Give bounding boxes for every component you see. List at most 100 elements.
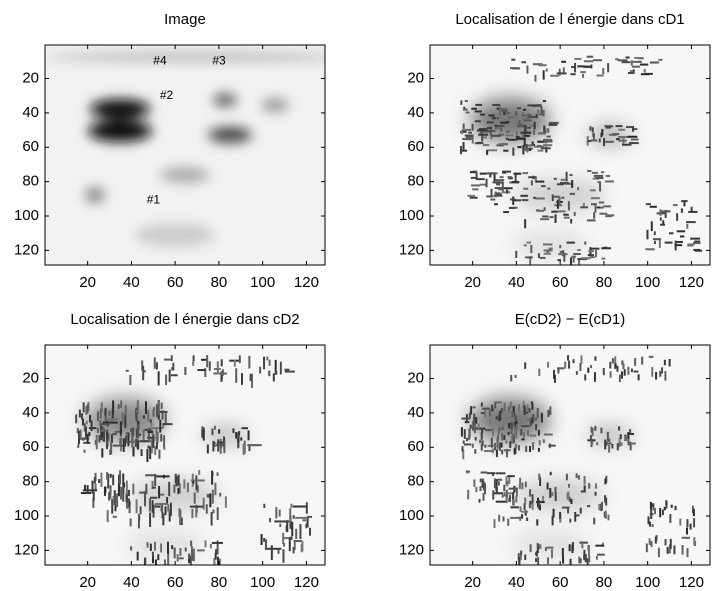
texture-dash	[151, 480, 154, 490]
texture-dash	[485, 178, 488, 188]
texture-dash	[235, 432, 238, 439]
texture-dash	[676, 230, 686, 233]
texture-dash	[100, 425, 103, 441]
texture-dash	[284, 368, 290, 371]
texture-dash	[468, 428, 471, 438]
texture-dash	[223, 441, 226, 454]
texture-dash	[679, 518, 682, 526]
texture-dash	[188, 558, 191, 564]
texture-dash	[508, 138, 516, 141]
texture-dash	[84, 426, 87, 438]
texture-dash	[605, 215, 613, 218]
texture-dash	[173, 547, 176, 559]
y-tick-label: 20	[22, 369, 39, 386]
texture-dash	[547, 128, 550, 133]
texture-dash	[481, 440, 484, 446]
texture-dash	[562, 67, 565, 73]
texture-dash	[524, 481, 527, 488]
texture-dash	[506, 130, 510, 133]
texture-dash	[471, 107, 477, 110]
texture-dash	[537, 447, 540, 452]
texture-dash	[565, 171, 568, 182]
texture-dash	[521, 131, 524, 138]
texture-dash	[120, 400, 123, 408]
texture-dash	[475, 487, 478, 493]
texture-dash	[249, 373, 252, 381]
texture-dash	[521, 438, 525, 441]
texture-dash	[520, 194, 528, 197]
texture-dash	[216, 472, 219, 476]
texture-dash	[99, 408, 102, 419]
texture-dash	[620, 442, 623, 446]
texture-dash	[607, 514, 610, 521]
texture-dash	[598, 201, 605, 204]
texture-dash	[558, 68, 561, 76]
texture-dash	[568, 483, 571, 488]
texture-dash	[544, 128, 547, 134]
texture-dash	[538, 64, 547, 67]
texture-dash	[505, 493, 508, 504]
texture-dash	[178, 483, 181, 494]
texture-dash	[522, 431, 525, 438]
y-tick-label: 80	[22, 173, 39, 190]
texture-dash	[584, 554, 587, 563]
texture-dash	[523, 405, 526, 415]
texture-dash	[640, 73, 650, 76]
texture-dash	[554, 486, 557, 493]
texture-dash	[213, 558, 216, 565]
texture-dash	[598, 138, 601, 143]
y-tick-label: 80	[407, 473, 424, 490]
texture-dash	[97, 411, 100, 421]
texture-dash	[206, 444, 209, 454]
texture-dash	[577, 65, 586, 68]
texture-dash	[110, 434, 113, 443]
texture-dash	[129, 374, 132, 386]
texture-dash	[119, 470, 122, 485]
texture-dash	[475, 172, 478, 179]
texture-dash	[529, 115, 538, 118]
texture-dash	[94, 472, 97, 482]
texture-dash	[107, 473, 110, 489]
texture-dash	[518, 557, 521, 564]
texture-dash	[522, 108, 527, 111]
texture-dash	[542, 70, 545, 80]
annotation: #1	[147, 193, 161, 207]
image-area	[45, 345, 325, 565]
texture-dash	[692, 242, 701, 245]
texture-dash	[94, 439, 97, 445]
texture-dash	[301, 541, 304, 552]
texture-dash	[643, 68, 646, 73]
texture-dash	[557, 367, 560, 374]
texture-dash	[210, 511, 213, 526]
texture-dash	[473, 424, 476, 434]
texture-dash	[673, 545, 676, 555]
texture-dash	[553, 195, 560, 198]
texture-dash	[149, 543, 152, 551]
texture-dash	[547, 409, 550, 418]
texture-dash	[494, 181, 504, 184]
texture-dash	[542, 109, 545, 117]
texture-dash	[491, 404, 494, 412]
texture-dash	[570, 73, 576, 76]
texture-dash	[599, 182, 602, 192]
texture-dash	[535, 104, 542, 107]
texture-dash	[664, 241, 673, 244]
texture-dash	[561, 506, 570, 509]
texture-dash	[469, 424, 472, 429]
texture-dash	[569, 192, 575, 195]
texture-dash	[493, 519, 496, 528]
texture-dash	[465, 136, 473, 139]
texture-dash	[581, 541, 584, 549]
texture-dash	[579, 362, 582, 372]
texture-dash	[528, 256, 533, 259]
texture-dash	[98, 435, 101, 443]
texture-dash	[510, 422, 513, 431]
texture-dash	[474, 436, 477, 441]
texture-dash	[110, 441, 113, 455]
texture-dash	[538, 368, 541, 376]
texture-dash	[154, 505, 161, 508]
texture-dash	[492, 427, 495, 437]
texture-dash	[141, 360, 144, 371]
texture-dash	[163, 559, 166, 565]
texture-dash	[94, 483, 97, 491]
